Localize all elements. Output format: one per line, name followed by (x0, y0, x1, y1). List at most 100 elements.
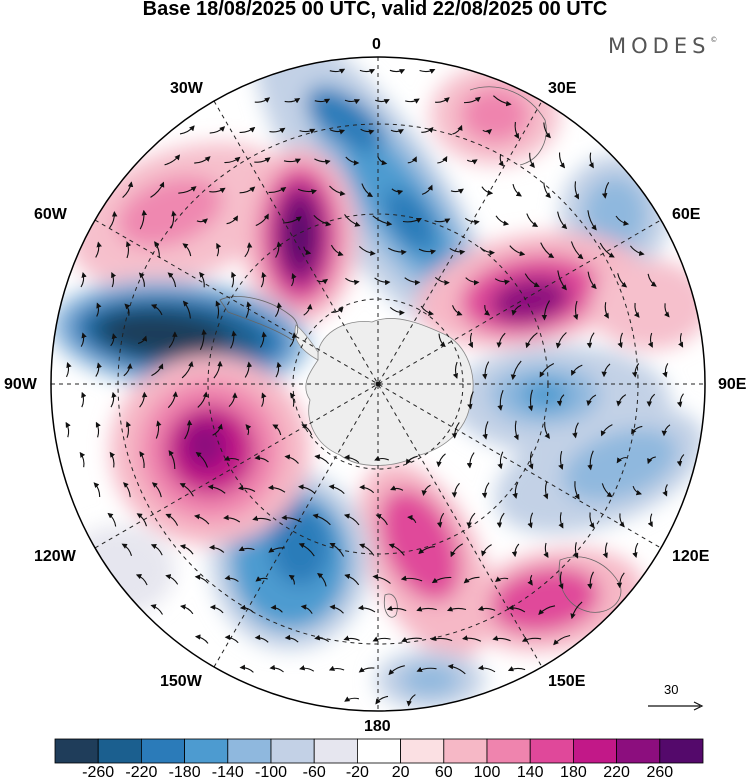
wind-arrow (497, 451, 504, 470)
wind-arrow (482, 421, 489, 440)
wind-arrow (95, 421, 101, 438)
wind-arrow (110, 333, 118, 347)
wind-arrow (345, 277, 360, 286)
wind-arrow (463, 96, 481, 104)
wind-arrow (138, 272, 145, 287)
reference-vector-label: 30 (664, 682, 679, 697)
wind-arrow (255, 576, 268, 582)
wind-arrow (181, 361, 194, 379)
wind-arrow (466, 159, 478, 165)
wind-arrow (194, 156, 211, 164)
wind-arrow (572, 422, 579, 439)
wind-arrow (252, 515, 271, 522)
wind-arrow (676, 454, 685, 467)
colorbar (54, 738, 704, 764)
wind-arrow (275, 241, 282, 258)
wind-arrow (80, 332, 87, 347)
wind-arrow (317, 572, 327, 587)
wind-arrow (616, 572, 625, 589)
wind-arrow (237, 485, 256, 492)
wind-arrow (589, 512, 595, 529)
wind-arrow (268, 186, 287, 193)
wind-arrow (136, 513, 148, 527)
wind-arrow (497, 389, 504, 411)
wind-arrow (179, 483, 194, 497)
wind-arrow (481, 186, 494, 196)
wind-arrow (467, 391, 474, 410)
wind-arrow (344, 214, 361, 227)
wind-arrow (556, 394, 565, 407)
wind-arrow (450, 543, 464, 558)
wind-arrow (557, 270, 567, 291)
wind-arrow (150, 181, 165, 198)
wind-arrow (525, 332, 538, 349)
wind-arrow (678, 333, 684, 348)
wind-arrow (95, 362, 102, 377)
wind-arrow (465, 277, 480, 286)
wind-arrow (559, 152, 566, 169)
wind-arrow (314, 158, 331, 165)
wind-arrow (602, 542, 608, 559)
wind-arrow (462, 635, 482, 642)
colorbar-swatch (54, 738, 99, 764)
wind-arrow (418, 248, 437, 255)
wind-arrow (360, 128, 375, 135)
wind-arrow (179, 125, 195, 135)
wind-arrow (298, 484, 316, 494)
wind-arrow (508, 604, 526, 613)
wind-arrow (492, 635, 511, 642)
wind-arrow (406, 694, 416, 707)
wind-arrow (603, 302, 609, 319)
wind-arrow (291, 272, 297, 287)
wind-arrow (254, 157, 271, 163)
wind-arrow (330, 244, 344, 257)
wind-arrow (283, 158, 301, 164)
colorbar-tick-label: 220 (603, 764, 630, 781)
lon-label-90e: 90E (718, 376, 747, 393)
wind-arrow (359, 484, 375, 494)
wind-arrow (345, 156, 360, 166)
wind-arrow (452, 361, 458, 379)
wind-arrow (328, 484, 345, 494)
wind-arrow (275, 361, 282, 378)
wind-arrow (239, 604, 254, 613)
wind-arrow (297, 188, 317, 195)
wind-arrow (260, 331, 267, 348)
wind-arrow (270, 604, 283, 613)
wind-arrow (573, 542, 579, 559)
wind-arrow (587, 571, 594, 590)
wind-arrow (676, 393, 684, 408)
wind-arrow (389, 306, 405, 316)
wind-arrow (167, 391, 178, 409)
wind-arrow (168, 450, 176, 470)
wind-arrow (195, 451, 209, 468)
colorbar-tick-label: 140 (516, 764, 544, 781)
wind-arrow (513, 121, 520, 139)
wind-arrow (313, 215, 332, 227)
wind-arrow (570, 601, 583, 620)
wind-arrow (498, 154, 504, 167)
wind-arrow (150, 304, 163, 316)
wind-arrow (529, 152, 535, 169)
wind-arrow (284, 634, 299, 643)
wind-arrow (421, 484, 431, 496)
wind-arrow (647, 273, 657, 287)
wind-arrow (571, 364, 583, 376)
wind-vectors (65, 68, 685, 707)
wind-arrow (662, 363, 669, 378)
brand-logo: MODES© (608, 34, 717, 58)
wind-arrow (80, 271, 87, 288)
wind-arrow (538, 605, 556, 615)
wind-arrow (513, 420, 519, 441)
wind-arrow (629, 245, 645, 256)
colorbar-tick-label: -180 (168, 764, 201, 781)
wind-arrow (510, 360, 522, 381)
wind-arrow (301, 424, 313, 436)
wind-arrow (646, 393, 656, 407)
wind-arrow (600, 424, 613, 437)
wind-arrow (155, 420, 162, 439)
wind-arrow (224, 156, 241, 164)
wind-arrow (390, 485, 404, 491)
wind-arrow (511, 543, 520, 558)
